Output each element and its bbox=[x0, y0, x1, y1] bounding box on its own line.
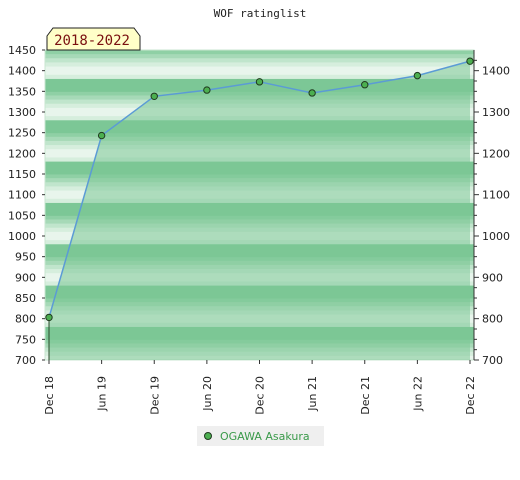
y-left-tick-label: 950 bbox=[15, 251, 36, 264]
y-right-tick-label: 800 bbox=[482, 313, 503, 326]
bg-band bbox=[45, 62, 474, 68]
data-point bbox=[413, 71, 422, 80]
bg-band bbox=[45, 58, 474, 63]
y-left-tick-label: 750 bbox=[15, 333, 36, 346]
data-point bbox=[308, 89, 316, 97]
period-badge: 2018-2022 bbox=[46, 27, 141, 51]
data-point bbox=[203, 86, 211, 94]
period-badge-shape bbox=[46, 27, 141, 51]
x-tick-label: Dec 20 bbox=[254, 376, 267, 415]
x-tick-label: Jun 22 bbox=[411, 376, 424, 412]
data-point bbox=[255, 78, 264, 86]
y-left-tick-label: 800 bbox=[15, 313, 36, 326]
y-left-tick-label: 1200 bbox=[8, 147, 36, 160]
x-tick-label: Dec 22 bbox=[464, 376, 477, 415]
y-axis-left: 700 750 800 850 900 950 1000 1050 1100 1150 1200 12… bbox=[8, 44, 45, 367]
y-left-tick-label: 1300 bbox=[8, 106, 36, 119]
x-tick-label: Jun 19 bbox=[96, 376, 109, 412]
data-point bbox=[150, 92, 158, 100]
data-point bbox=[45, 313, 53, 322]
y-right-tick-label: 1400 bbox=[482, 65, 510, 78]
series-points bbox=[45, 57, 474, 322]
x-tick-label: Dec 21 bbox=[359, 376, 372, 415]
y-right-tick-label: 700 bbox=[482, 354, 503, 367]
bg-band bbox=[45, 74, 474, 80]
y-right-tick-label: 1200 bbox=[482, 147, 510, 160]
chart-title: WOF ratinglist bbox=[214, 7, 307, 20]
legend-marker-icon bbox=[204, 432, 212, 440]
y-right-tick-label: 1300 bbox=[482, 106, 510, 119]
data-point bbox=[361, 81, 369, 89]
x-tick-label: Dec 19 bbox=[148, 376, 161, 415]
y-axis-right: 700 800 900 1000 1100 1200 1300 1400 bbox=[473, 50, 510, 367]
x-axis: Dec 18 Jun 19 Dec 19 Jun 20 Dec 20 Jun 21 Dec … bbox=[43, 360, 477, 415]
y-right-tick-label: 1100 bbox=[482, 189, 510, 202]
legend-label: OGAWA Asakura bbox=[220, 429, 310, 443]
data-point bbox=[466, 57, 474, 65]
y-left-tick-label: 850 bbox=[15, 292, 36, 305]
y-left-tick-label: 1100 bbox=[8, 189, 36, 202]
y-left-tick-label: 1000 bbox=[8, 230, 36, 243]
y-left-tick-label: 1150 bbox=[8, 168, 36, 181]
x-tick-label: Dec 18 bbox=[43, 376, 56, 415]
y-left-tick-label: 1250 bbox=[8, 127, 36, 140]
data-point bbox=[97, 131, 106, 140]
y-left-tick-label: 900 bbox=[15, 271, 36, 284]
y-right-tick-label: 900 bbox=[482, 271, 503, 284]
y-right-tick-label: 1000 bbox=[482, 230, 510, 243]
legend: OGAWA Asakura bbox=[197, 426, 324, 446]
y-left-tick-label: 1350 bbox=[8, 85, 36, 98]
series-area bbox=[49, 61, 470, 360]
y-left-tick-label: 1450 bbox=[8, 44, 36, 57]
bg-band bbox=[45, 54, 474, 59]
x-tick-label: Jun 21 bbox=[306, 376, 319, 412]
bg-band bbox=[45, 66, 474, 72]
y-left-tick-label: 1400 bbox=[8, 65, 36, 78]
x-tick-label: Jun 20 bbox=[201, 376, 214, 412]
bg-band bbox=[45, 70, 474, 76]
period-label: 2018-2022 bbox=[54, 33, 130, 49]
bg-band bbox=[45, 50, 474, 55]
y-left-tick-label: 1050 bbox=[8, 209, 36, 222]
y-left-tick-label: 700 bbox=[15, 354, 36, 367]
